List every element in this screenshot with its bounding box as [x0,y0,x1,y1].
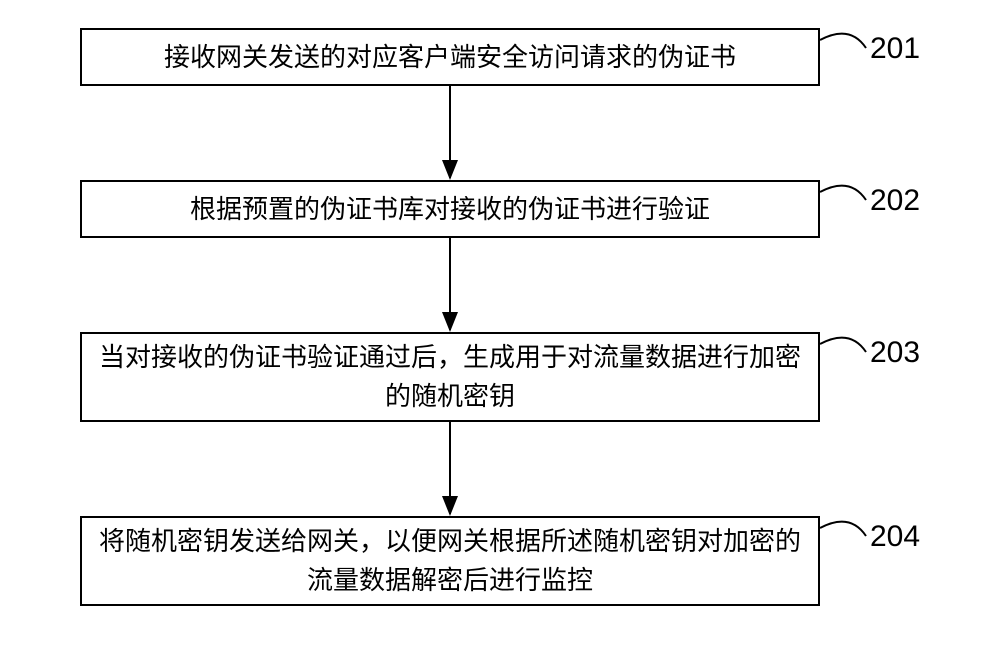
step-text-3: 当对接收的伪证书验证通过后，生成用于对流量数据进行加密的随机密钥 [94,338,806,416]
flowchart-canvas: 接收网关发送的对应客户端安全访问请求的伪证书 201 根据预置的伪证书库对接收的… [0,0,1000,650]
step-text-2: 根据预置的伪证书库对接收的伪证书进行验证 [190,190,710,229]
step-label-3: 203 [870,336,920,370]
step-box-2: 根据预置的伪证书库对接收的伪证书进行验证 [80,180,820,238]
step-box-1: 接收网关发送的对应客户端安全访问请求的伪证书 [80,28,820,86]
step-text-4: 将随机密钥发送给网关，以便网关根据所述随机密钥对加密的流量数据解密后进行监控 [94,522,806,600]
step-label-2: 202 [870,184,920,218]
label-connector-1 [820,34,866,48]
step-label-4: 204 [870,520,920,554]
step-text-1: 接收网关发送的对应客户端安全访问请求的伪证书 [164,38,736,77]
label-connector-3 [820,338,866,352]
step-label-1: 201 [870,32,920,66]
label-connector-2 [820,186,866,200]
step-box-3: 当对接收的伪证书验证通过后，生成用于对流量数据进行加密的随机密钥 [80,332,820,422]
step-box-4: 将随机密钥发送给网关，以便网关根据所述随机密钥对加密的流量数据解密后进行监控 [80,516,820,606]
label-connector-4 [820,522,866,536]
